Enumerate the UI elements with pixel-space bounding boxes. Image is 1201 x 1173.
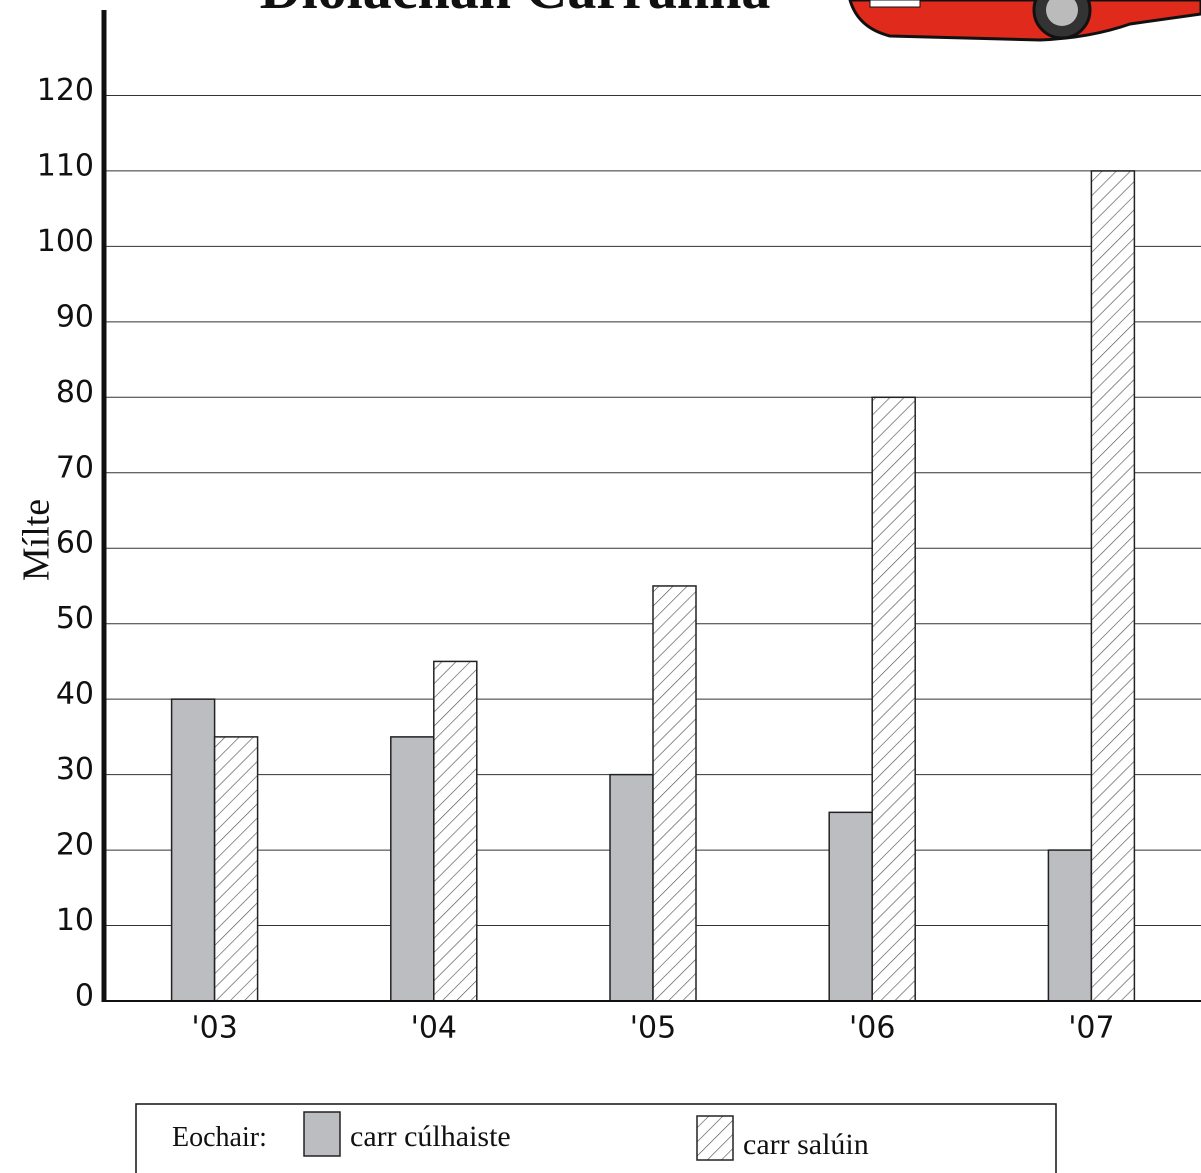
bar [828, 811, 873, 1002]
y-tick-label: 0 [75, 979, 94, 1014]
x-tick-label: '05 [630, 1011, 676, 1046]
y-tick-label: 40 [56, 677, 94, 712]
legend-label: carr cúlhaiste [350, 1120, 511, 1153]
y-tick-label: 80 [56, 375, 94, 410]
bar [871, 396, 916, 1002]
x-tick-label: '03 [191, 1011, 237, 1046]
bar [390, 736, 435, 1002]
x-tick-label: '04 [411, 1011, 457, 1046]
bar [1047, 849, 1093, 1002]
bar [1090, 170, 1136, 1002]
legend: Eochair: carr cúlhaiste carr salúin [135, 1103, 1057, 1173]
y-tick-label: 90 [56, 299, 94, 334]
bar [433, 660, 478, 1002]
bar [609, 773, 654, 1002]
x-tick-label: '07 [1068, 1011, 1114, 1046]
y-tick-label: 110 [37, 148, 94, 183]
y-tick-label: 100 [37, 224, 94, 259]
y-axis-label: Mílte [16, 499, 58, 581]
chart-title: Díolachán Carranna [260, 0, 771, 21]
legend-box [135, 1103, 1057, 1173]
y-tick-label: 30 [56, 752, 94, 787]
car-illustration [848, 0, 1201, 42]
y-tick-label: 120 [37, 73, 94, 108]
legend-swatch [303, 1111, 341, 1157]
legend-title: Eochair: [172, 1122, 267, 1153]
bar [170, 698, 216, 1002]
bar [652, 585, 697, 1002]
y-tick-label: 20 [56, 828, 94, 863]
y-tick-label: 50 [56, 601, 94, 636]
legend-label: carr salúin [743, 1128, 869, 1161]
x-tick-label: '06 [849, 1011, 895, 1046]
y-tick-label: 70 [56, 450, 94, 485]
y-tick-label: 10 [56, 903, 94, 938]
y-tick-label: 60 [56, 526, 94, 561]
bar [213, 736, 259, 1002]
legend-swatch [696, 1115, 734, 1161]
